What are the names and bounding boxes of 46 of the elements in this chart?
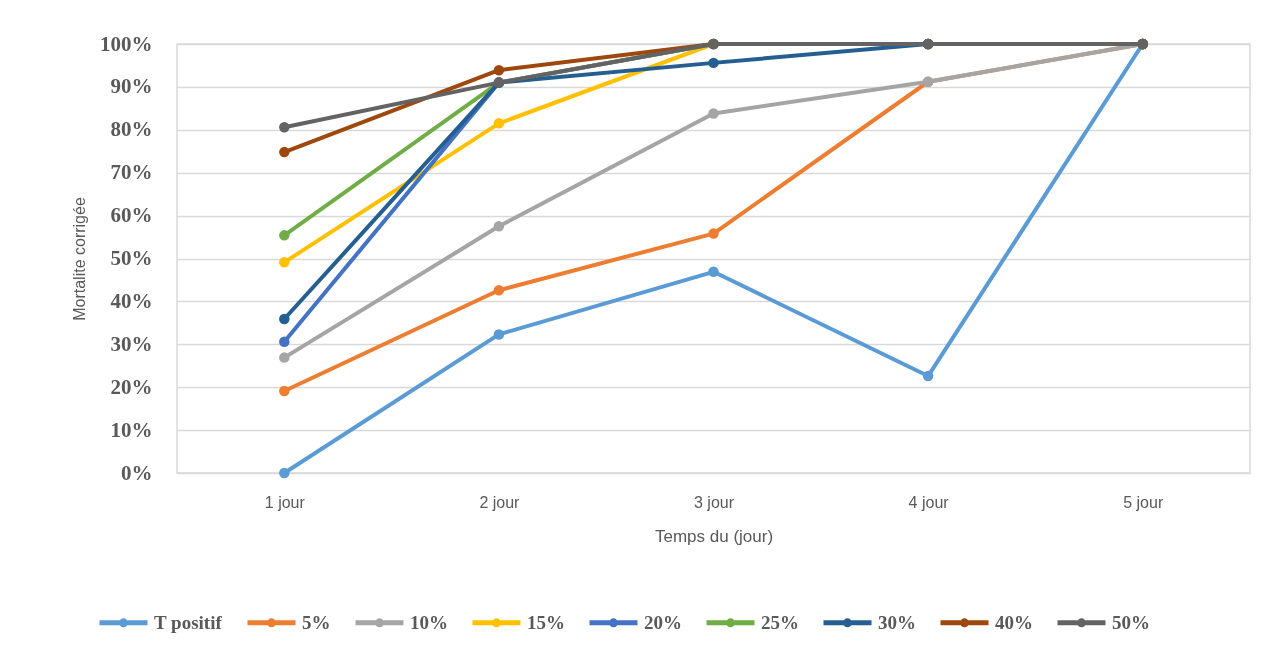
y-tick-label: 20% <box>110 374 153 399</box>
y-tick-label: 30% <box>110 331 153 356</box>
legend-label: T positif <box>154 611 223 633</box>
point <box>493 221 505 232</box>
point <box>279 230 290 241</box>
y-tick-label: 90% <box>110 74 153 99</box>
y-tick-label: 10% <box>110 417 153 442</box>
x-tick-label: 3 jour <box>693 493 735 511</box>
y-axis-title: Mortalite corrigée <box>71 197 88 321</box>
legend-label: 20% <box>644 611 682 633</box>
point <box>922 370 934 382</box>
point <box>279 385 290 397</box>
legend-label: 5% <box>302 611 331 633</box>
y-tick-label: 40% <box>110 288 153 313</box>
y-tick-label: 80% <box>110 117 153 142</box>
point <box>279 146 290 158</box>
legend-label: 40% <box>995 611 1033 633</box>
y-tick-label: 0% <box>121 460 153 485</box>
point <box>493 64 505 76</box>
point <box>279 121 290 133</box>
y-tick-label: 100% <box>100 31 153 56</box>
y-tick-label: 50% <box>110 246 153 270</box>
legend-label: 10% <box>410 611 448 633</box>
point <box>279 313 290 325</box>
x-tick-label: 4 jour <box>908 493 950 511</box>
x-tick-label: 1 jour <box>264 493 306 511</box>
x-tick-label: 2 jour <box>479 493 521 511</box>
point <box>279 336 290 347</box>
y-tick-label: 70% <box>110 160 153 185</box>
x-tick-label: 5 jour <box>1123 493 1164 511</box>
legend-label: 15% <box>527 611 565 633</box>
point <box>279 257 290 268</box>
point <box>493 329 505 340</box>
point <box>493 285 505 296</box>
point <box>493 118 505 129</box>
legend-label: 50% <box>1112 611 1150 633</box>
y-tick-label: 60% <box>110 203 153 228</box>
point <box>708 57 719 69</box>
point <box>708 266 719 278</box>
point <box>279 352 290 363</box>
legend-label: 30% <box>878 611 916 633</box>
point <box>708 228 719 239</box>
point <box>279 467 290 479</box>
x-axis-title: Temps du (jour) <box>654 526 774 546</box>
point <box>708 108 719 119</box>
legend-label: 25% <box>761 611 799 633</box>
